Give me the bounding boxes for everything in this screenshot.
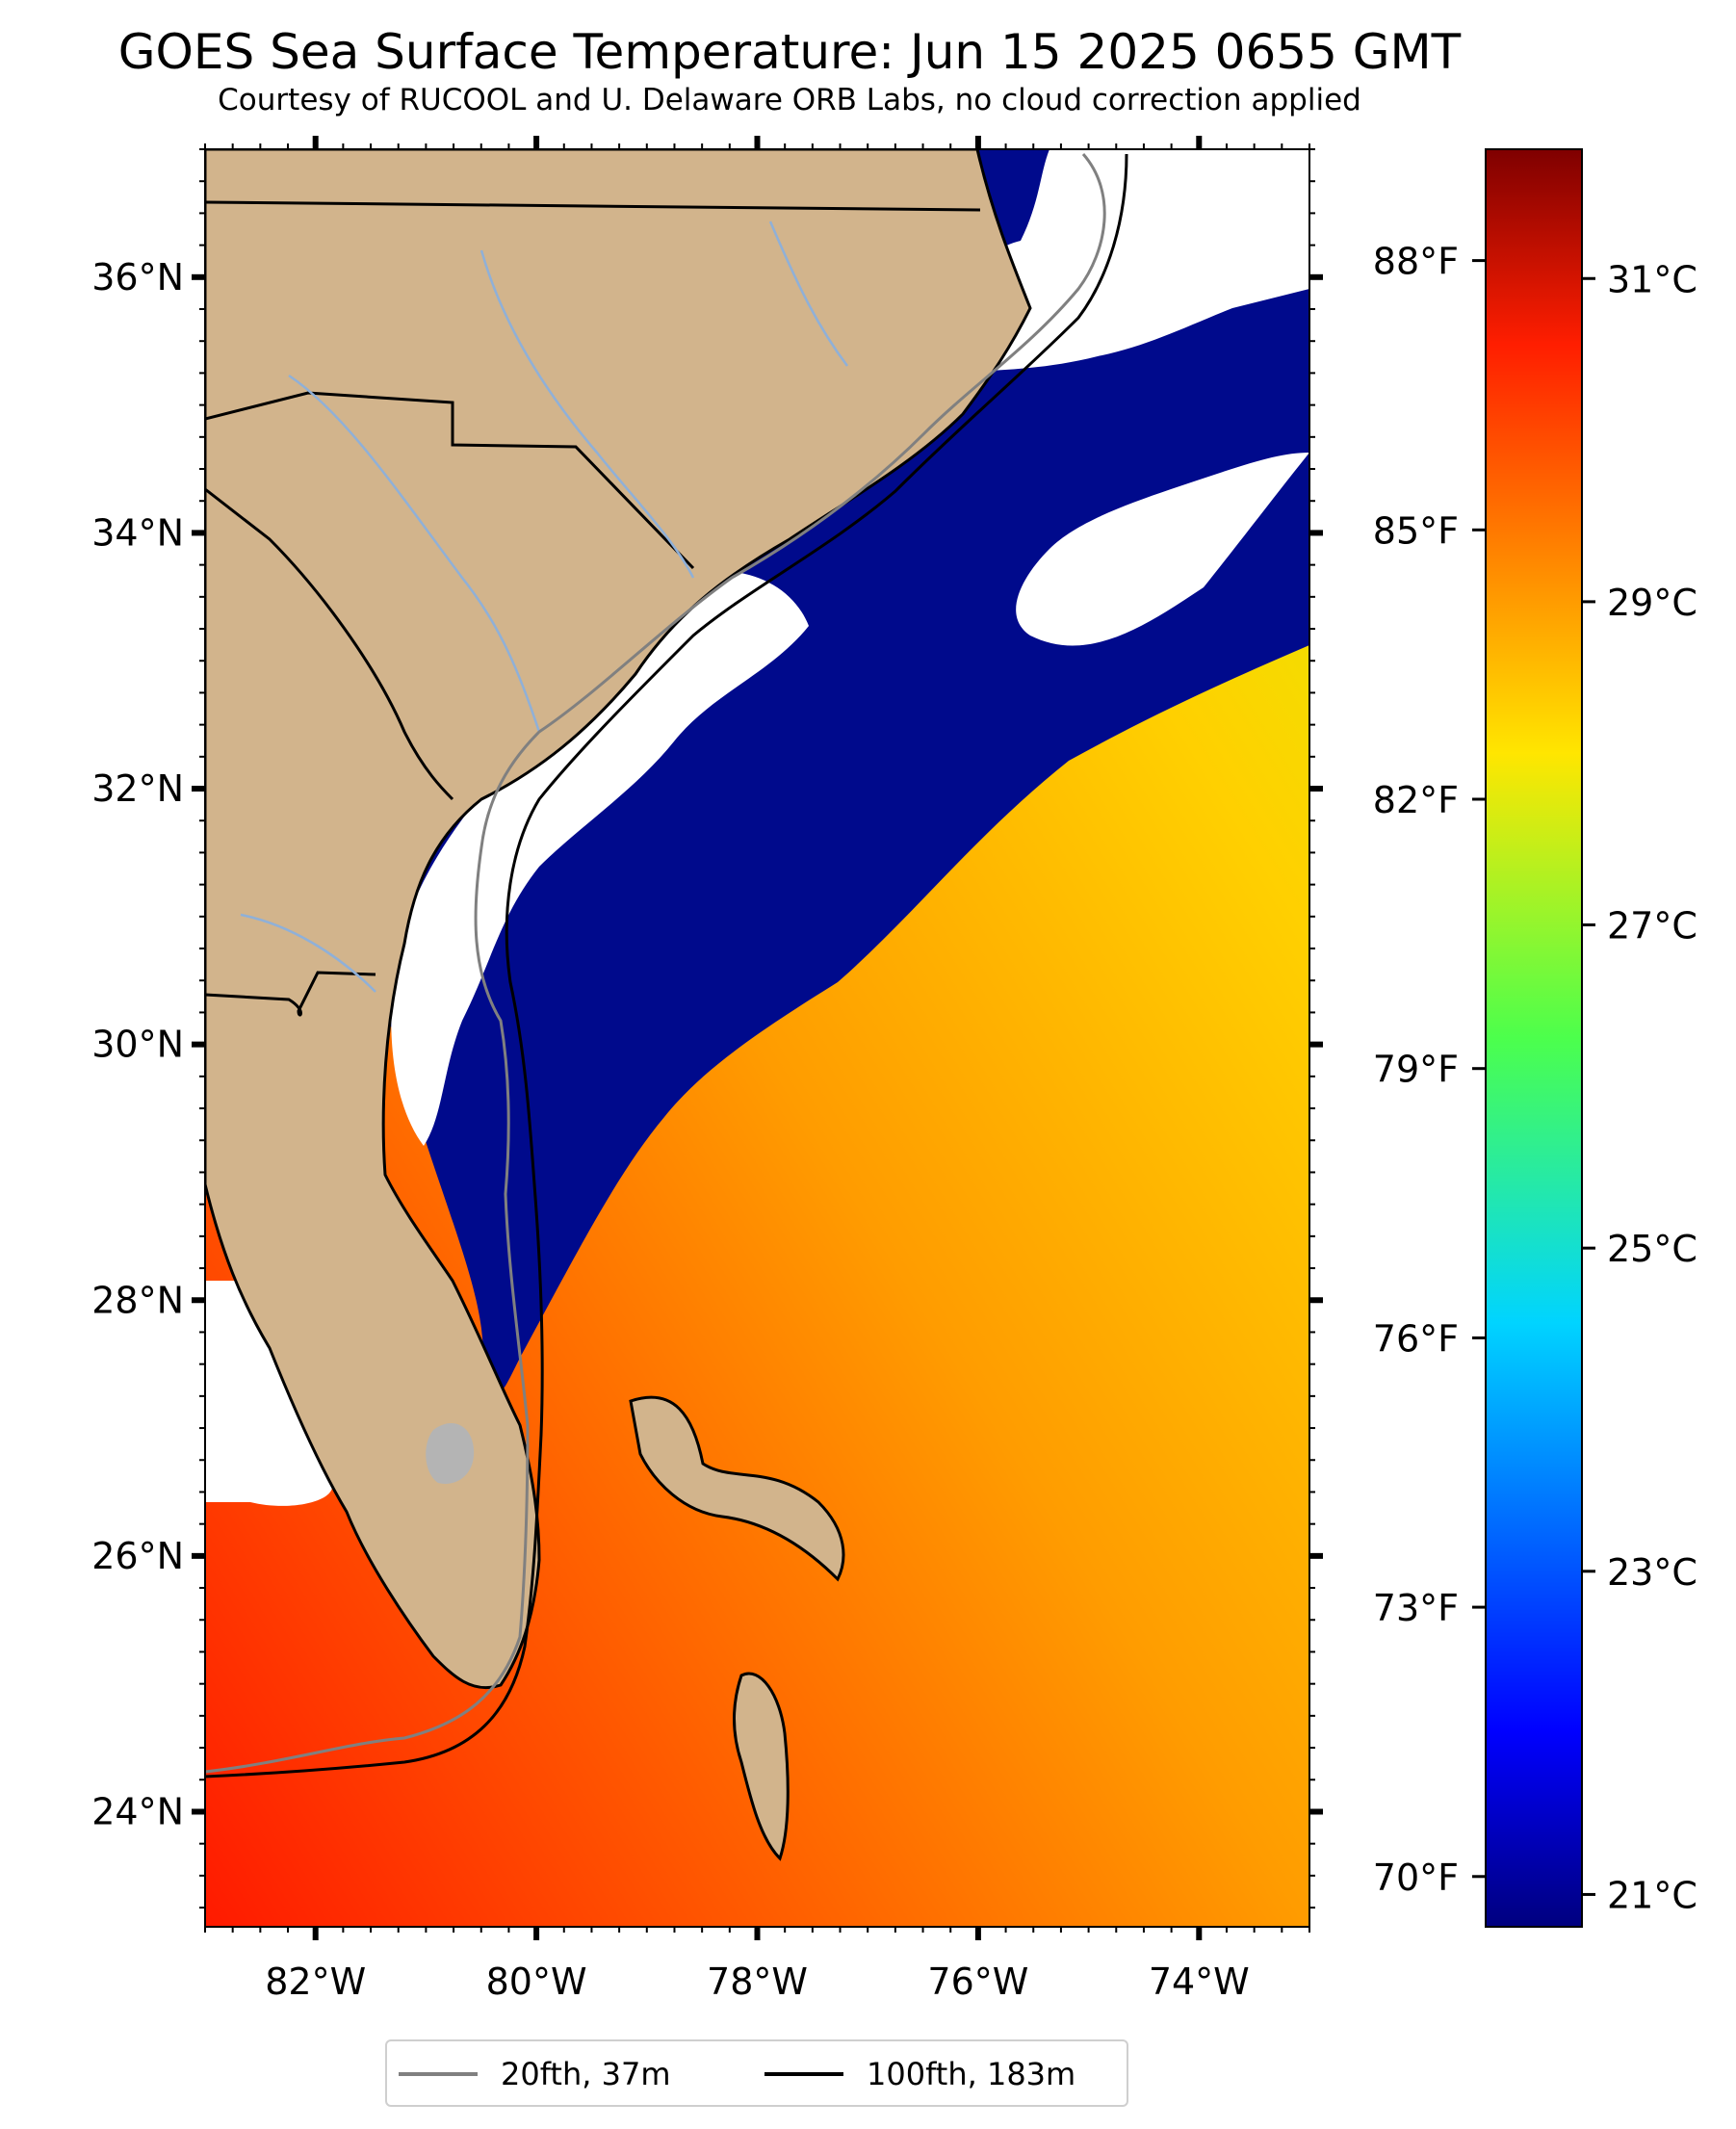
lake-okeechobee	[426, 1422, 475, 1484]
lon-tick-label: 78°W	[707, 1960, 808, 2003]
rivers	[240, 221, 849, 993]
map-area	[205, 149, 1309, 1927]
state-borders	[205, 200, 981, 1017]
fahrenheit-tick-label: 73°F	[1373, 1587, 1459, 1629]
celsius-tick-label: 25°C	[1607, 1228, 1697, 1270]
colorbar	[1485, 148, 1583, 1928]
fahrenheit-tick-label: 76°F	[1373, 1317, 1459, 1360]
lat-tick-label: 32°N	[91, 767, 184, 810]
legend-label-100fth: 100fth, 183m	[867, 2056, 1076, 2092]
celsius-tick-label: 23°C	[1607, 1551, 1697, 1594]
lon-tick-label: 74°W	[1149, 1960, 1250, 2003]
isobath-legend: 20fth, 37m 100fth, 183m	[385, 2039, 1128, 2107]
cold-water-region	[374, 149, 1309, 1394]
fahrenheit-tick-label: 88°F	[1373, 241, 1459, 283]
lat-tick-label: 26°N	[91, 1535, 184, 1577]
isobaths	[205, 153, 1128, 1778]
fahrenheit-tick-label: 82°F	[1373, 779, 1459, 821]
lat-tick-label: 36°N	[91, 256, 184, 299]
lon-tick-label: 80°W	[486, 1960, 587, 2003]
cloud-cover-east	[1016, 453, 1309, 646]
fahrenheit-tick-label: 85°F	[1373, 509, 1459, 552]
lat-tick-label: 34°N	[91, 511, 184, 554]
celsius-tick-label: 31°C	[1607, 258, 1697, 300]
colorbar-ticks: 21°C 23°C 25°C 27°C 29°C 31°C 70°F 73°F 76°F 79°F…	[1373, 241, 1697, 1917]
lat-tick-label: 30°N	[91, 1024, 184, 1066]
legend-item-20fth: 20fth, 37m	[399, 2053, 670, 2095]
legend-label-20fth: 20fth, 37m	[501, 2056, 671, 2092]
fahrenheit-tick-label: 79°F	[1373, 1049, 1459, 1091]
cloud-cover-florida	[205, 1281, 333, 1506]
lat-tick-label: 28°N	[91, 1279, 184, 1321]
lat-tick-label: 24°N	[91, 1790, 184, 1832]
isobath-20fth	[205, 153, 1106, 1774]
legend-item-100fth: 100fth, 183m	[764, 2053, 1075, 2095]
bahamas-island	[629, 1395, 845, 1582]
land-mainland	[205, 149, 1032, 1690]
celsius-tick-label: 29°C	[1607, 582, 1697, 624]
map-subtitle: Courtesy of RUCOOL and U. Delaware ORB L…	[218, 83, 1361, 117]
legend-line-black	[764, 2072, 843, 2076]
map-axis-ticks: 82°W 80°W 78°W 76°W 74°W 24°N 26°N 28°N 30°N 32°N…	[91, 136, 1323, 2003]
legend-line-gray	[399, 2072, 478, 2076]
lon-tick-label: 82°W	[265, 1960, 366, 2003]
fahrenheit-tick-label: 70°F	[1373, 1856, 1459, 1899]
celsius-tick-label: 21°C	[1607, 1874, 1697, 1916]
celsius-tick-label: 27°C	[1607, 905, 1697, 948]
map-title: GOES Sea Surface Temperature: Jun 15 202…	[117, 24, 1462, 80]
andros-island	[733, 1672, 790, 1861]
lon-tick-label: 76°W	[927, 1960, 1028, 2003]
isobath-100fth	[205, 153, 1128, 1778]
